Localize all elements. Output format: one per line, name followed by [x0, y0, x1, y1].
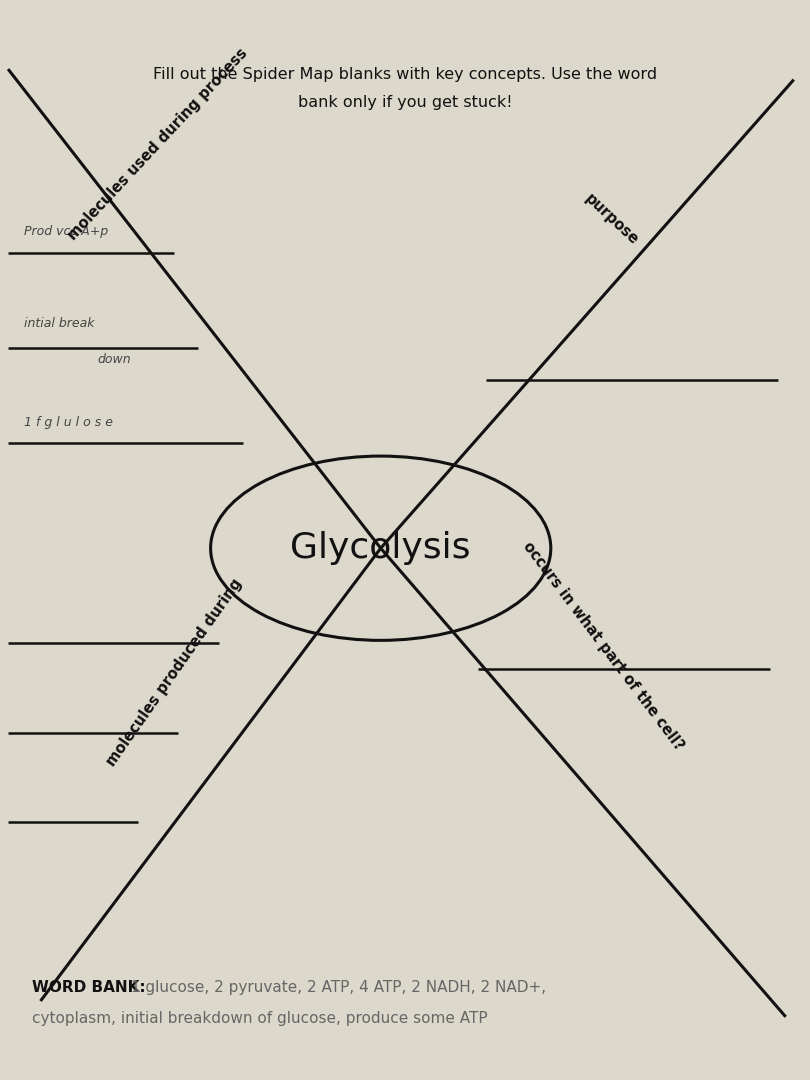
Text: molecules used during process: molecules used during process: [65, 45, 251, 243]
Text: 1 glucose, 2 pyruvate, 2 ATP, 4 ATP, 2 NADH, 2 NAD+,: 1 glucose, 2 pyruvate, 2 ATP, 4 ATP, 2 N…: [126, 980, 546, 995]
Text: Prod vcc A+p: Prod vcc A+p: [24, 225, 109, 238]
Text: down: down: [97, 353, 131, 366]
Text: WORD BANK:: WORD BANK:: [32, 980, 146, 995]
Text: Glycolysis: Glycolysis: [291, 531, 471, 565]
Text: molecules produced during: molecules produced during: [104, 577, 245, 769]
Text: Fill out the Spider Map blanks with key concepts. Use the word: Fill out the Spider Map blanks with key …: [153, 67, 657, 82]
Text: purpose: purpose: [582, 191, 642, 248]
Text: 1 f g l u l o s e: 1 f g l u l o s e: [24, 416, 113, 429]
Text: intial break: intial break: [24, 318, 95, 330]
Text: cytoplasm, initial breakdown of glucose, produce some ATP: cytoplasm, initial breakdown of glucose,…: [32, 1012, 488, 1026]
Text: occurs in what part of the cell?: occurs in what part of the cell?: [520, 539, 687, 754]
Text: bank only if you get stuck!: bank only if you get stuck!: [298, 95, 512, 110]
